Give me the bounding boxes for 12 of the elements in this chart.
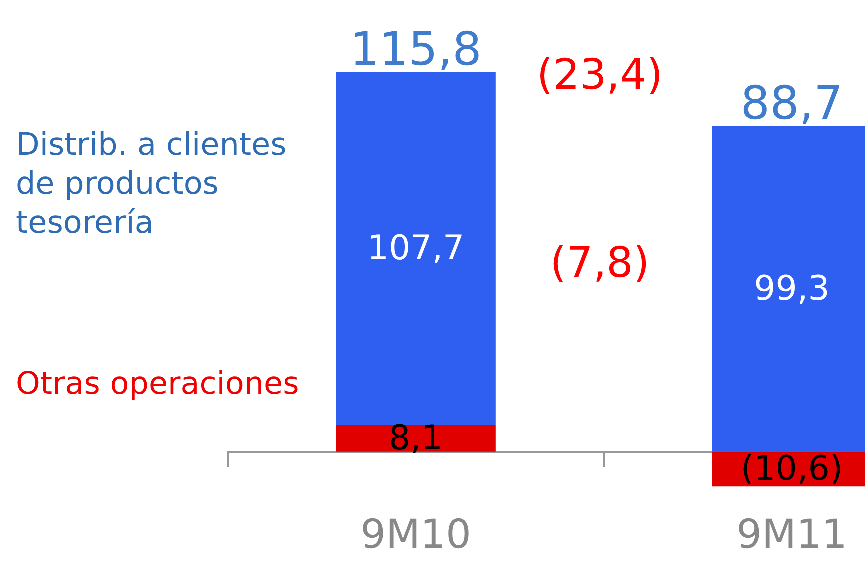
x-tick-label: 9M10 bbox=[360, 512, 472, 558]
annotation: (23,4) bbox=[536, 50, 664, 99]
series-label: Otras operaciones bbox=[16, 365, 300, 404]
data-label: 8,1 bbox=[388, 418, 444, 458]
annotation: (7,8) bbox=[550, 238, 650, 287]
data-label: 99,3 bbox=[754, 268, 830, 309]
total-label: 115,8 bbox=[350, 22, 482, 76]
x-tick-label: 9M11 bbox=[736, 512, 848, 558]
total-label: 88,7 bbox=[740, 76, 844, 130]
data-label: 107,7 bbox=[367, 228, 465, 268]
data-label: (10,6) bbox=[740, 449, 844, 490]
series-label: Distrib. a clientes de productos tesorería bbox=[16, 126, 288, 243]
